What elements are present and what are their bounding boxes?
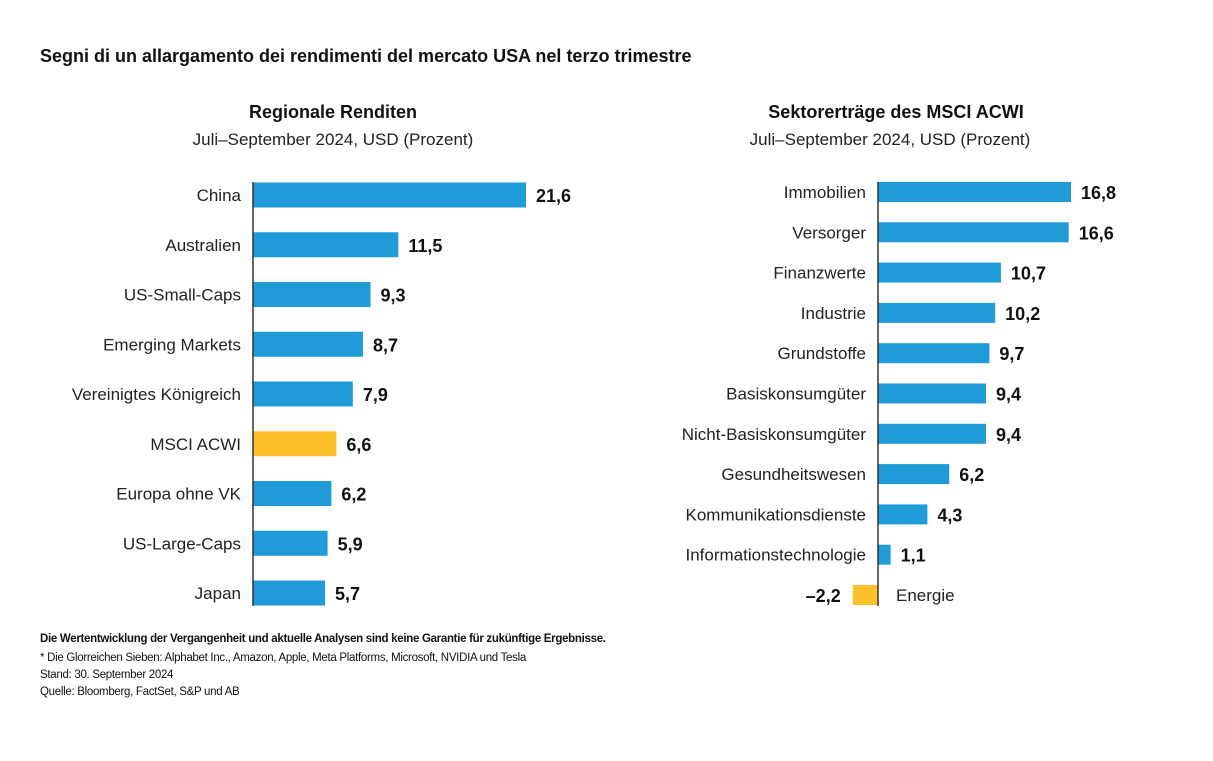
value-label: –2,2 <box>806 586 841 606</box>
value-label: 5,7 <box>335 584 360 604</box>
value-label: 16,8 <box>1081 183 1116 203</box>
footer-note: * Die Glorreichen Sieben: Alphabet Inc.,… <box>40 652 526 664</box>
bar <box>878 222 1069 243</box>
bar <box>852 585 878 605</box>
right-bar-chart: Immobilien 16,8 Versorger 16,6 Finanzwerte 10… <box>682 182 1116 606</box>
category-label: US-Large-Caps <box>123 534 241 553</box>
footer-source: Quelle: Bloomberg, FactSet, S&P und AB <box>40 686 240 698</box>
category-label: Immobilien <box>784 183 866 202</box>
value-label: 11,5 <box>408 236 442 256</box>
category-label: Emerging Markets <box>103 335 241 354</box>
value-label: 10,7 <box>1011 264 1046 284</box>
category-label: China <box>197 186 242 205</box>
bar <box>253 481 332 506</box>
category-label: Versorger <box>792 223 866 242</box>
left-bar-chart: China 21,6 Australien 11,5 US-Small-Caps 9,3 E… <box>72 182 571 606</box>
value-label: 9,3 <box>381 286 406 306</box>
bar <box>878 544 891 565</box>
value-label: 7,9 <box>363 385 388 405</box>
bar <box>878 504 928 525</box>
bar <box>878 464 950 485</box>
category-label: Grundstoffe <box>777 344 866 363</box>
value-label: 16,6 <box>1079 223 1114 243</box>
bar <box>253 182 526 208</box>
left-chart-title: Regionale Renditen <box>249 102 417 122</box>
footer-date: Stand: 30. September 2024 <box>40 669 174 681</box>
right-chart-title: Sektorerträge des MSCI ACWI <box>768 102 1023 122</box>
category-label: Industrie <box>801 304 866 323</box>
value-label: 4,3 <box>937 505 962 525</box>
category-label: Gesundheitswesen <box>721 465 866 484</box>
category-label: Vereinigtes Königreich <box>72 385 241 404</box>
category-label: Kommunikationsdienste <box>686 505 866 524</box>
value-label: 9,7 <box>999 344 1024 364</box>
category-label: Nicht-Basiskonsumgüter <box>682 425 867 444</box>
category-label: Finanzwerte <box>773 264 866 283</box>
value-label: 5,9 <box>338 534 363 554</box>
bar <box>253 282 371 307</box>
value-label: 9,4 <box>996 425 1021 445</box>
category-label: Europa ohne VK <box>116 485 241 504</box>
value-label: 8,7 <box>373 335 398 355</box>
value-label: 6,2 <box>341 485 366 505</box>
left-chart-subtitle: Juli–September 2024, USD (Prozent) <box>193 130 474 149</box>
category-label: Energie <box>896 586 955 605</box>
bar <box>253 232 399 258</box>
bar <box>878 383 986 404</box>
category-label: Japan <box>195 584 241 603</box>
bar <box>253 331 363 357</box>
bar <box>878 182 1071 202</box>
category-label: Australien <box>165 236 241 255</box>
category-label: US-Small-Caps <box>124 286 241 305</box>
bar <box>878 423 986 444</box>
bar <box>878 302 996 323</box>
value-label: 9,4 <box>996 385 1021 405</box>
bar <box>253 431 337 457</box>
right-chart-subtitle: Juli–September 2024, USD (Prozent) <box>750 130 1031 149</box>
bar <box>878 262 1001 283</box>
figure-title: Segni di un allargamento dei rendimenti … <box>40 46 691 66</box>
value-label: 6,2 <box>959 465 984 485</box>
bar <box>253 381 353 407</box>
value-label: 6,6 <box>346 435 371 455</box>
category-label: Informationstechnologie <box>685 546 866 565</box>
value-label: 21,6 <box>536 186 571 206</box>
bar <box>878 343 990 364</box>
value-label: 1,1 <box>901 546 926 566</box>
footer-disclaimer: Die Wertentwicklung der Vergangenheit un… <box>40 633 606 645</box>
bar <box>253 580 326 606</box>
category-label: MSCI ACWI <box>150 435 241 454</box>
bar <box>253 530 328 556</box>
value-label: 10,2 <box>1005 304 1040 324</box>
category-label: Basiskonsumgüter <box>726 385 866 404</box>
